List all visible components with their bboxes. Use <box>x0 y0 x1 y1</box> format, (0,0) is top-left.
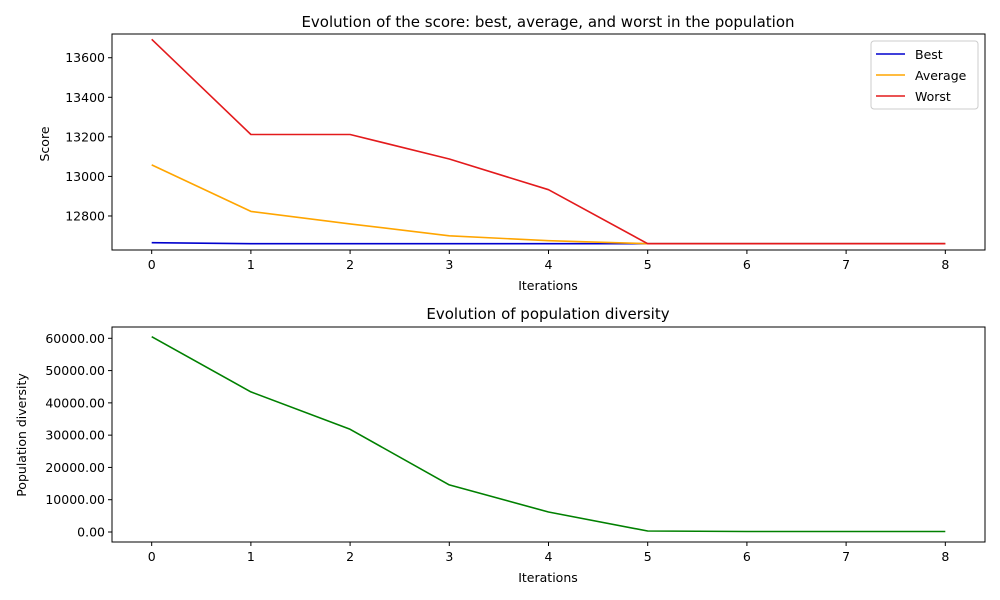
diversity-x-tick-label: 0 <box>148 549 156 564</box>
score-x-tick-label: 7 <box>842 257 850 272</box>
diversity-x-tick-label: 8 <box>941 549 949 564</box>
score-y-tick-label: 13200 <box>65 129 105 144</box>
score-x-tick-label: 2 <box>346 257 354 272</box>
score-x-axis-label: Iterations <box>518 278 578 293</box>
diversity-x-tick-label: 3 <box>445 549 453 564</box>
score-legend-box <box>870 40 979 110</box>
score-y-ticks: 12800 13000 13200 13400 13600 <box>65 50 112 223</box>
score-y-tick-label: 13000 <box>65 169 105 184</box>
diversity-x-tick-label: 2 <box>346 549 354 564</box>
diversity-y-tick-label: 30000.00 <box>45 428 105 443</box>
score-y-tick-label: 12800 <box>65 208 105 223</box>
diversity-y-axis-label: Population diversity <box>14 373 29 497</box>
diversity-x-tick-label: 1 <box>247 549 255 564</box>
score-chart-title: Evolution of the score: best, average, a… <box>301 13 794 31</box>
score-y-tick-label: 13600 <box>65 50 105 65</box>
score-x-tick-label: 8 <box>941 257 949 272</box>
diversity-y-ticks: 0.00 10000.00 20000.00 30000.00 40000.00 5000… <box>45 331 112 539</box>
diversity-x-tick-label: 4 <box>545 549 553 564</box>
diversity-y-tick-label: 50000.00 <box>45 363 105 378</box>
diversity-x-axis-label: Iterations <box>518 570 578 585</box>
diversity-x-ticks: 0 1 2 3 4 5 6 7 8 <box>148 542 949 564</box>
diversity-x-tick-label: 6 <box>743 549 751 564</box>
score-x-tick-label: 6 <box>743 257 751 272</box>
score-x-tick-label: 4 <box>545 257 553 272</box>
diversity-y-tick-label: 0.00 <box>77 524 105 539</box>
legend-label-worst: Worst <box>915 89 951 104</box>
diversity-y-tick-label: 20000.00 <box>45 460 105 475</box>
score-x-tick-label: 1 <box>247 257 255 272</box>
diversity-x-tick-label: 7 <box>842 549 850 564</box>
score-legend: Best Average Worst <box>870 40 979 110</box>
score-x-tick-label: 5 <box>644 257 652 272</box>
score-x-tick-label: 0 <box>148 257 156 272</box>
score-plot-area <box>111 33 986 251</box>
score-x-tick-label: 3 <box>445 257 453 272</box>
diversity-y-tick-label: 60000.00 <box>45 331 105 346</box>
legend-label-best: Best <box>915 47 943 62</box>
diversity-x-tick-label: 5 <box>644 549 652 564</box>
diversity-series-line-diversity <box>151 336 946 533</box>
diversity-chart-title: Evolution of population diversity <box>426 305 669 323</box>
score-series-line-worst <box>151 38 946 245</box>
diversity-chart: Evolution of population diversity 0 1 2 3 4 5… <box>14 305 986 585</box>
score-y-axis-label: Score <box>37 126 52 161</box>
diversity-y-tick-label: 40000.00 <box>45 395 105 410</box>
diversity-y-tick-label: 10000.00 <box>45 492 105 507</box>
legend-label-average: Average <box>915 68 967 83</box>
score-chart: Evolution of the score: best, average, a… <box>37 13 986 293</box>
score-y-tick-label: 13400 <box>65 90 105 105</box>
score-x-ticks: 0 1 2 3 4 5 6 7 8 <box>148 250 949 272</box>
